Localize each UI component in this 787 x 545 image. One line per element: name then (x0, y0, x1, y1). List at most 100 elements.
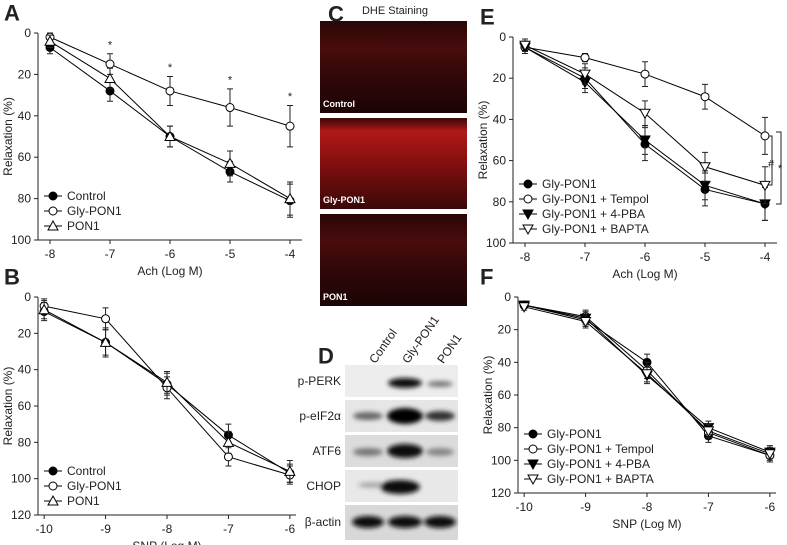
blot-label: p-eIF2α (299, 409, 341, 423)
data-point (222, 436, 235, 447)
legend-marker (528, 444, 538, 454)
legend-marker (527, 474, 539, 486)
x-tick-label: -5 (225, 247, 236, 261)
data-point (641, 369, 653, 380)
y-tick-label: 40 (18, 109, 32, 123)
panel-letter: D (318, 344, 334, 369)
x-tick-label: -6 (765, 500, 776, 514)
data-point (284, 465, 296, 476)
legend-marker (523, 179, 533, 189)
x-axis-label: Ach (Log M) (612, 267, 677, 281)
data-point (44, 35, 56, 46)
data-point (518, 302, 530, 313)
legend-marker (527, 459, 539, 471)
y-axis-label: Relaxation (%) (481, 356, 495, 435)
data-point (519, 40, 531, 52)
y-tick-label: 40 (493, 112, 507, 126)
data-point (579, 317, 592, 328)
legend-label: Gly-PON1 (67, 479, 122, 493)
legend-label: Gly-PON1 (547, 427, 602, 441)
y-tick-label: 80 (18, 435, 32, 449)
data-point (101, 314, 111, 324)
stain-image (320, 214, 467, 306)
legend-label: Gly-PON1 + 4-PBA (547, 457, 650, 471)
y-tick-label: 0 (499, 30, 506, 44)
data-point (105, 59, 115, 69)
y-tick-label: 100 (491, 453, 511, 467)
y-tick-label: 80 (498, 421, 512, 435)
x-tick-label: -7 (580, 250, 591, 264)
column-label: PON1 (434, 331, 464, 366)
legend-marker (522, 209, 534, 221)
image-label: Gly-PON1 (323, 195, 365, 205)
data-point (225, 103, 235, 113)
data-point (702, 426, 715, 437)
legend-label: Gly-PON1 (542, 177, 597, 191)
legend-marker (522, 224, 534, 236)
data-point (224, 157, 236, 168)
legend-marker (47, 219, 59, 231)
x-axis-label: SNP (Log M) (132, 539, 201, 545)
y-tick-label: 20 (493, 71, 507, 85)
y-tick-label: 80 (18, 192, 32, 206)
x-tick-label: -8 (162, 522, 173, 536)
legend-label: Control (67, 189, 106, 203)
legend-label: Gly-PON1 + 4-PBA (542, 207, 645, 221)
data-point (639, 135, 651, 147)
legend-label: Gly-PON1 + BAPTA (542, 222, 649, 236)
data-point (99, 336, 112, 347)
legend-label: Gly-PON1 + BAPTA (547, 472, 654, 486)
data-point (699, 162, 711, 173)
legend-label: Control (67, 464, 106, 478)
blot-label: β-actin (305, 515, 341, 529)
x-axis-label: SNP (Log M) (612, 517, 681, 531)
x-axis-label: Ach (Log M) (137, 264, 202, 278)
y-tick-label: 20 (498, 323, 512, 337)
x-tick-label: -6 (165, 247, 176, 261)
legend-marker (48, 466, 58, 476)
legend-marker (48, 191, 58, 201)
x-tick-label: -7 (703, 500, 714, 514)
y-axis-label: Relaxation (%) (1, 367, 15, 446)
x-tick-label: -10 (515, 500, 533, 514)
legend-label: Gly-PON1 + Tempol (542, 192, 649, 206)
data-point (161, 376, 173, 387)
image-label: Control (323, 99, 355, 109)
panel-letter: B (4, 265, 20, 290)
legend-marker (47, 494, 59, 506)
image-title: DHE Staining (362, 5, 428, 17)
data-point (639, 108, 651, 120)
y-tick-label: 120 (491, 486, 511, 500)
stain-image (320, 118, 467, 209)
data-point (285, 121, 295, 131)
y-tick-label: 60 (18, 150, 32, 164)
panel-letter: F (480, 265, 493, 290)
y-tick-label: 20 (18, 67, 32, 81)
data-point (640, 69, 650, 79)
x-tick-label: -7 (223, 522, 234, 536)
legend-marker (48, 481, 58, 491)
blot-label: p-PERK (298, 374, 341, 388)
data-point (764, 449, 776, 460)
y-tick-label: 0 (504, 290, 511, 304)
y-tick-label: 120 (11, 508, 31, 522)
data-point (165, 86, 175, 96)
data-point (700, 92, 710, 102)
annotation: # (768, 159, 775, 171)
annotation: * (778, 163, 783, 175)
y-tick-label: 20 (18, 326, 32, 340)
bracket (776, 131, 782, 205)
panel-letter: E (480, 5, 495, 30)
y-tick-label: 0 (24, 26, 31, 40)
legend-label: PON1 (67, 494, 100, 508)
y-tick-label: 60 (18, 399, 32, 413)
y-tick-label: 60 (498, 388, 512, 402)
y-axis-label: Relaxation (%) (1, 97, 15, 176)
blot-label: CHOP (306, 479, 341, 493)
data-point (579, 69, 591, 81)
data-point (284, 192, 296, 204)
data-point (759, 180, 771, 192)
panel-letter: A (4, 1, 20, 26)
legend-marker (48, 206, 58, 216)
